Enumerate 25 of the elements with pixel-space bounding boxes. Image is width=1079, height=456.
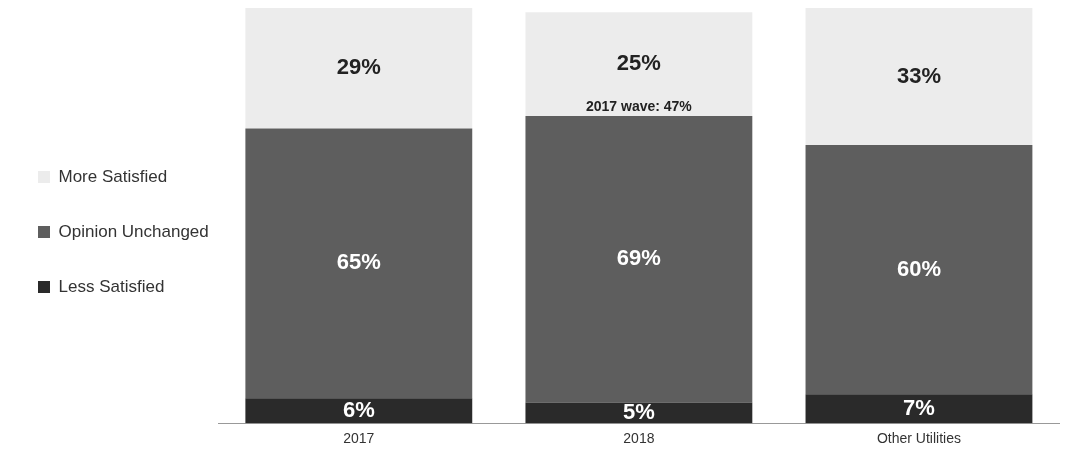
data-label: 7% [903,394,935,420]
data-label: 25% [616,50,661,76]
bar [805,8,1033,146]
legend-label: Less Satisfied [58,276,165,296]
bar [525,402,753,424]
data-label: 5% [622,398,655,424]
data-label: 69% [616,245,661,271]
bar [805,145,1033,395]
data-label: 6% [342,396,375,422]
data-label: 65% [336,249,381,275]
bar [525,115,753,403]
legend-label: Opinion Unchanged [58,221,209,241]
x-tick-label: Other Utilities [876,430,961,447]
bar [245,128,473,399]
x-tick-label: 2018 [623,430,655,447]
bar [245,398,473,424]
x-tick-label: 2017 [343,430,375,447]
legend-label: More Satisfied [58,166,168,186]
bar [245,8,473,129]
bar [805,394,1033,424]
annotation: 2017 wave: 47% [585,97,693,114]
bar [525,12,753,116]
data-label: 33% [896,62,941,88]
data-label: 29% [336,54,381,80]
data-label: 60% [896,255,941,281]
